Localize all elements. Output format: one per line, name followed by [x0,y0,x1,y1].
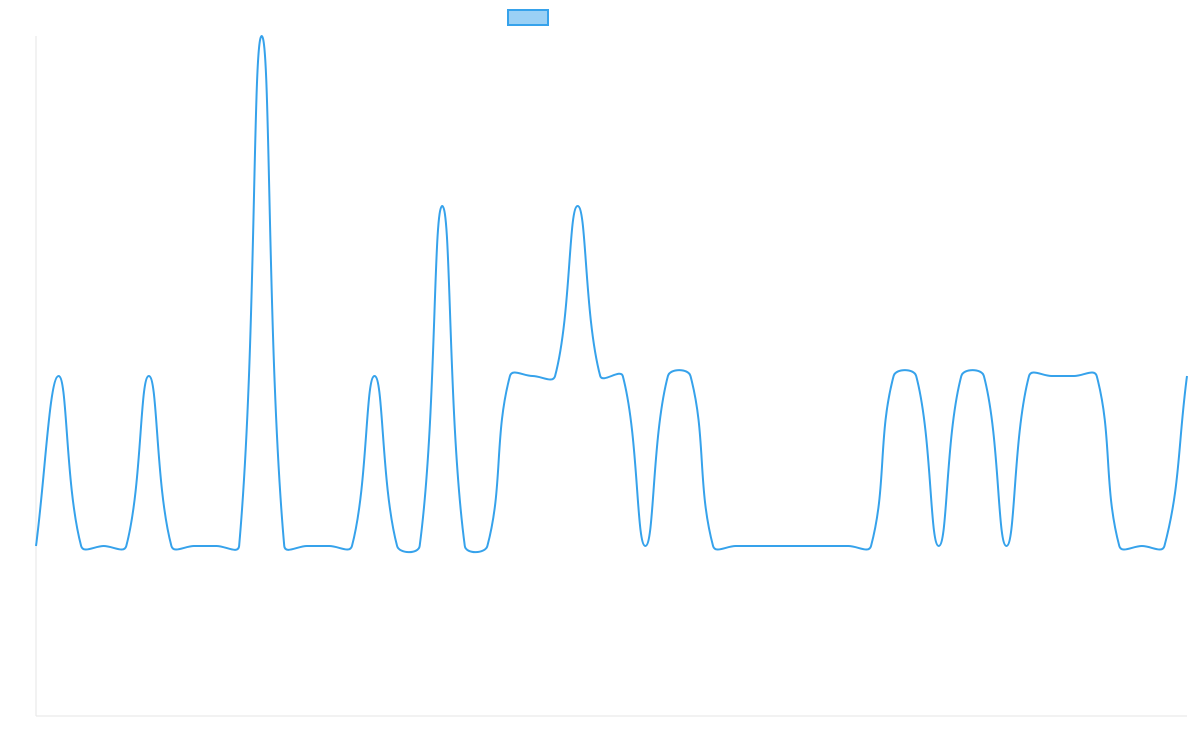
line-series [35,34,1188,554]
legend-swatch [507,9,549,26]
